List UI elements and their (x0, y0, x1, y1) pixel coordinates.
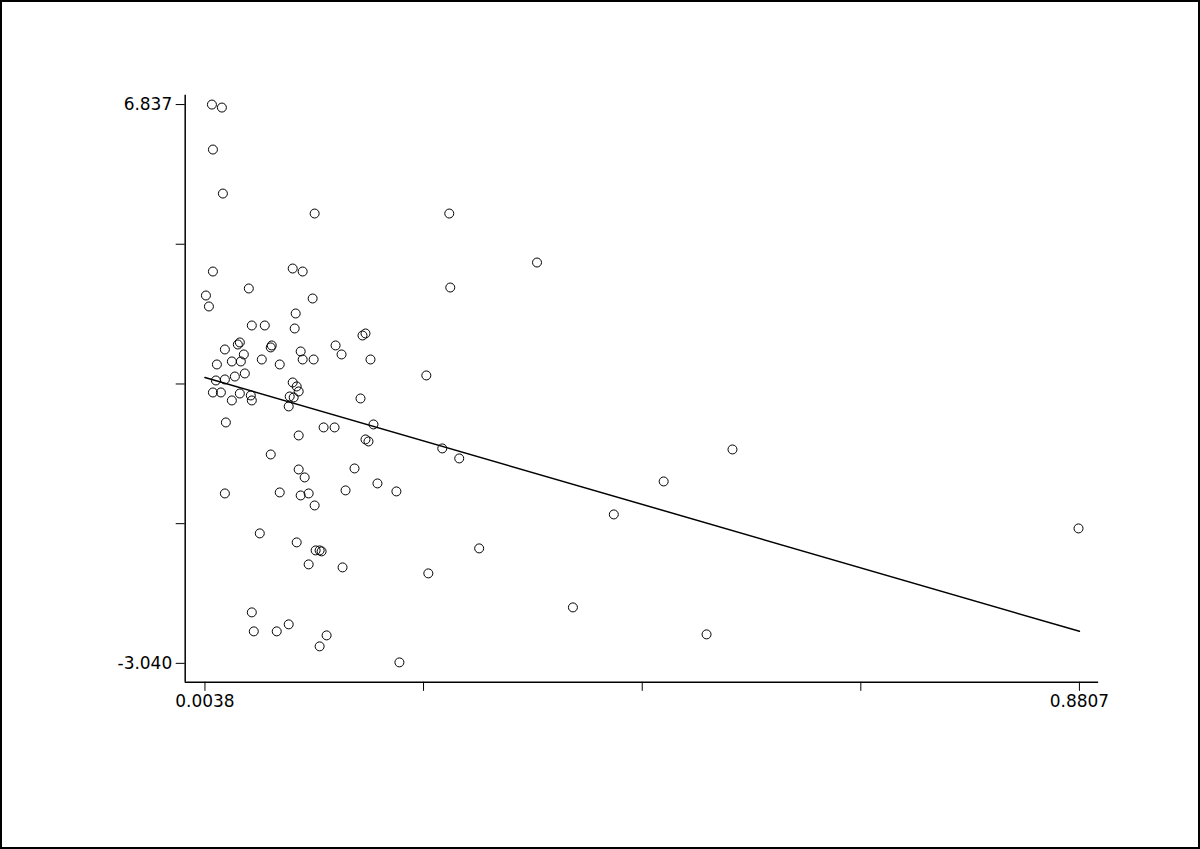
svg-text:0.8807: 0.8807 (1050, 691, 1109, 711)
svg-text:0.0038: 0.0038 (175, 691, 234, 711)
svg-text:-3.040: -3.040 (118, 653, 173, 673)
svg-text:6.837: 6.837 (124, 94, 173, 114)
